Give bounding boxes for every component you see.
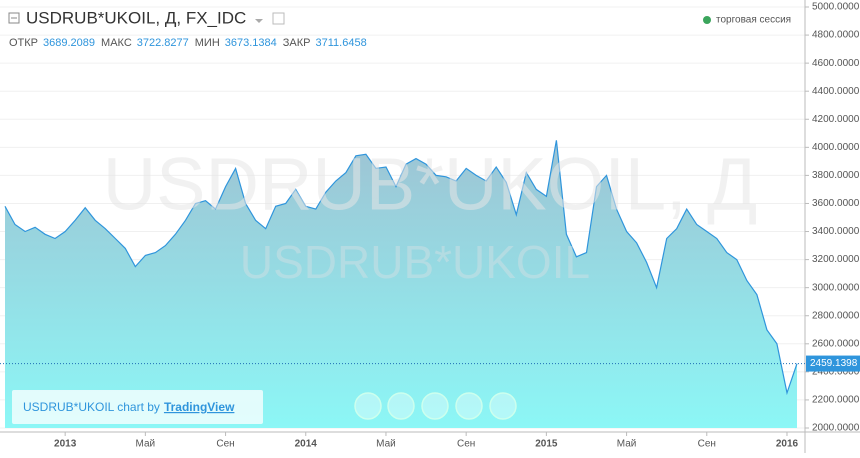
x-tick-label: Сен [457,439,475,450]
x-tick-label: Сен [698,439,716,450]
y-tick-label: 3600.0000 [812,198,860,209]
y-tick-label: 3400.0000 [812,226,860,237]
ohlc-label: ОТКР [9,37,38,49]
collapse-icon[interactable] [8,12,20,24]
credit-box [12,390,263,424]
scroll-right[interactable] [489,392,517,420]
ohlc-value: 3711.6458 [316,37,367,49]
y-tick-label: 4200.0000 [812,114,860,125]
y-tick-label: 3800.0000 [812,170,860,181]
watermark: USDRUB*UKOIL [240,236,590,288]
session-dot [703,16,711,24]
y-tick-label: 3200.0000 [812,254,860,265]
ohlc-label: МАКС [101,37,132,49]
session: торговая сессия [716,15,791,26]
ohlc-value: 3722.8277 [137,37,189,49]
y-tick-label: 2600.0000 [812,338,860,349]
y-tick-label: 5000.0000 [812,2,860,13]
reset[interactable] [421,392,449,420]
credit: USDRUB*UKOIL chart by TradingView [23,400,235,414]
y-tick-label: 4400.0000 [812,86,860,97]
plot [0,6,805,429]
scroll-left[interactable] [354,392,382,420]
y-tick-label: 2800.0000 [812,310,860,321]
y-tick-label: 2000.0000 [812,423,860,434]
credit-link[interactable]: TradingView [164,400,235,414]
zoom-in[interactable] [455,392,483,420]
zoom-out[interactable] [387,392,415,420]
x-tick-label: Сен [216,439,234,450]
x-tick-label: 2016 [776,439,799,450]
ohlc-value: 3673.1384 [225,37,277,49]
x-tick-label: 2013 [54,439,77,450]
title: USDRUB*UKOIL, Д, FX_IDC [26,8,246,27]
ohlc-value: 3689.2089 [43,37,95,49]
line [4,140,798,396]
settings-icon[interactable] [272,12,285,25]
y-tick-label: 2400.0000 [812,367,860,378]
x-tick-label: Май [136,439,156,450]
ohlc-label: МИН [195,37,220,49]
x-tick-label: Май [376,439,396,450]
y-tick-label: 2200.0000 [812,395,860,406]
ohlc-label: ЗАКР [283,37,311,49]
watermark: USDRUB*UKOIL, Д [103,143,758,226]
y-tick-label: 4800.0000 [812,30,860,41]
x-tick-label: Май [617,439,637,450]
y-tick-label: 3000.0000 [812,282,860,293]
last-price-box [806,355,860,372]
y-tick-label: 4600.0000 [812,58,860,69]
nav-buttons [354,392,517,420]
credit-text: USDRUB*UKOIL chart by [23,400,160,414]
x-tick-label: 2015 [535,439,558,450]
ohlc: ОТКР 3689.2089 МАКС 3722.8277 МИН 3673.1384 ЗА… [9,37,367,49]
area [5,140,797,429]
x-tick-label: 2014 [295,439,318,450]
dropdown[interactable] [255,19,263,23]
y-tick-label: 4000.0000 [812,142,860,153]
last-price-label: 2459.1398 [810,358,858,369]
